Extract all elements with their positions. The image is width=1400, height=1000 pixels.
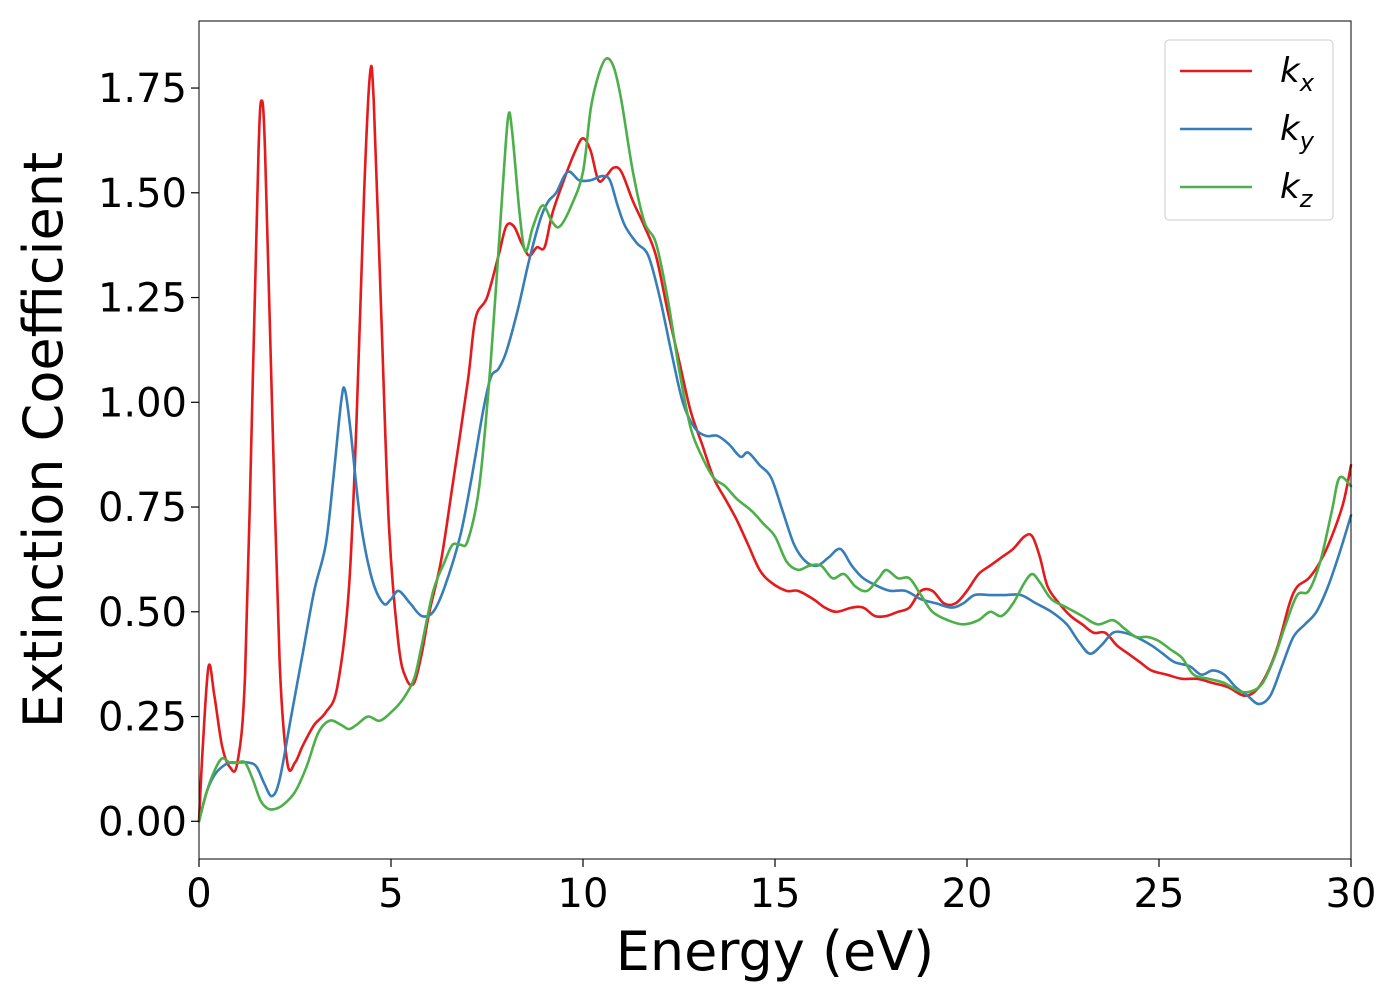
legend: kx ky kz <box>1164 39 1334 221</box>
y-axis-label: Extinction Coefficient <box>12 152 75 728</box>
series-line-ky <box>197 170 1353 823</box>
legend-label-kx: kx <box>1280 51 1315 97</box>
y-tick-label: 0.00 <box>98 799 187 845</box>
series-line-kx <box>197 64 1353 823</box>
y-tick-label: 0.50 <box>98 590 187 636</box>
y-tick-label: 1.00 <box>98 380 187 426</box>
y-tick-label: 0.25 <box>98 695 187 741</box>
x-axis: 0 5 10 15 20 25 30 <box>186 859 1376 917</box>
x-tick-label: 15 <box>750 871 801 917</box>
x-tick-label: 0 <box>186 871 211 917</box>
legend-label-ky: ky <box>1280 109 1315 155</box>
y-tick-label: 1.25 <box>98 276 187 322</box>
x-tick-label: 10 <box>558 871 609 917</box>
y-tick-label: 1.75 <box>98 66 187 112</box>
legend-label-kz: kz <box>1280 167 1314 213</box>
x-tick-label: 20 <box>942 871 993 917</box>
y-tick-label: 0.75 <box>98 485 187 531</box>
x-tick-label: 25 <box>1134 871 1185 917</box>
y-tick-label: 1.50 <box>98 171 187 217</box>
series-layer <box>197 57 1353 823</box>
x-tick-label: 30 <box>1326 871 1377 917</box>
y-axis: 0.00 0.25 0.50 0.75 1.00 1.25 1.50 1.75 <box>98 66 199 845</box>
series-line-kz <box>197 57 1353 823</box>
x-axis-label: Energy (eV) <box>616 920 935 983</box>
x-tick-label: 5 <box>378 871 403 917</box>
